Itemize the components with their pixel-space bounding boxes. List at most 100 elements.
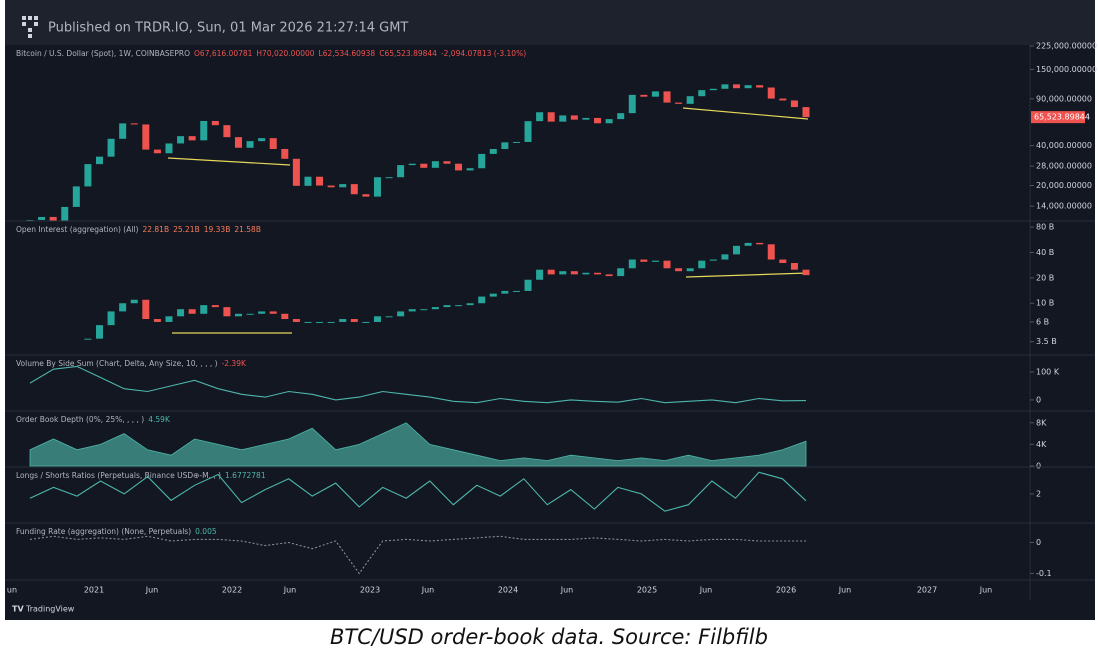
candle <box>188 309 196 314</box>
candle <box>790 100 798 108</box>
candle <box>95 156 103 165</box>
candle <box>327 185 335 188</box>
candle <box>686 268 694 272</box>
candle <box>72 186 80 207</box>
legend-name: Volume By Side Sum (Chart, Delta, Any Si… <box>16 359 218 368</box>
candle <box>455 305 463 307</box>
candle <box>675 268 683 272</box>
x-tick-label: 2021 <box>84 586 104 595</box>
candle <box>489 148 497 154</box>
candle <box>547 112 555 122</box>
y-tick-label: 150,000.00000 <box>1036 65 1097 74</box>
candle <box>756 242 764 245</box>
candle <box>304 176 312 186</box>
candle <box>431 161 439 168</box>
candle <box>570 115 578 120</box>
candle <box>779 98 787 101</box>
y-tick-label: 90,000.00000 <box>1036 94 1092 103</box>
candle <box>501 290 509 294</box>
candle <box>617 113 625 120</box>
y-tick-label: 0 <box>1036 538 1041 547</box>
candle <box>397 311 405 317</box>
candle <box>524 121 532 142</box>
y-tick-label: 4K <box>1036 440 1047 449</box>
candle <box>292 158 300 186</box>
candle <box>455 163 463 171</box>
candle <box>779 259 787 264</box>
x-tick-label: Jun <box>699 586 713 595</box>
candle <box>84 164 92 187</box>
candle <box>408 309 416 312</box>
y-tick-label: 8K <box>1036 418 1047 427</box>
y-tick-label: 6 B <box>1036 317 1049 326</box>
candle <box>536 269 544 280</box>
candle <box>223 307 231 317</box>
y-tick-label: 40,000.00000 <box>1036 141 1092 150</box>
candle <box>61 206 69 222</box>
candle <box>385 316 393 318</box>
candle <box>512 141 520 143</box>
candle <box>258 138 266 142</box>
candle <box>709 88 717 91</box>
logo <box>22 16 38 38</box>
candle <box>767 87 775 99</box>
last-price-label: 65,523.89844 <box>1034 113 1090 122</box>
candle <box>478 296 486 304</box>
x-tick-label: 2022 <box>222 586 242 595</box>
candle <box>663 91 671 103</box>
footer-brand: TradingView <box>25 605 75 614</box>
candle <box>594 117 602 124</box>
candle <box>744 242 752 246</box>
candle <box>153 319 161 322</box>
candle <box>408 163 416 166</box>
candle <box>628 259 636 269</box>
legend-name: Order Book Depth (0%, 25%, , , , ) <box>16 415 144 424</box>
candle <box>373 177 381 197</box>
candle <box>686 96 694 104</box>
chart-frame <box>5 0 1095 620</box>
series-line <box>29 535 806 575</box>
legend-value: C65,523.89844 <box>379 49 437 58</box>
candle <box>501 142 509 149</box>
candle <box>709 259 717 261</box>
legend-value: 0.005 <box>195 527 217 536</box>
candle <box>582 117 590 120</box>
candle <box>211 120 219 126</box>
candle <box>142 299 150 320</box>
legend: Bitcoin / U.S. Dollar (Spot), 1W, COINBA… <box>16 49 526 58</box>
candle <box>153 149 161 154</box>
caption: BTC/USD order-book data. Source: Filbfil… <box>330 625 768 649</box>
candle <box>246 141 254 148</box>
x-tick-label: Jun <box>145 586 159 595</box>
y-tick-label: 20,000.00000 <box>1036 181 1092 190</box>
x-tick-label: un <box>7 586 17 595</box>
candle <box>107 311 115 326</box>
legend: Open Interest (aggregation) (All) 22.81B 2… <box>16 225 261 234</box>
candle <box>640 94 648 97</box>
candle <box>559 115 567 122</box>
candle <box>327 321 335 323</box>
y-tick-label: 20 B <box>1036 273 1054 282</box>
legend: Volume By Side Sum (Chart, Delta, Any Si… <box>16 359 247 368</box>
candle <box>802 269 810 276</box>
candle <box>559 271 567 275</box>
candle <box>443 161 451 164</box>
candle <box>605 274 613 277</box>
candle <box>675 102 683 104</box>
header-bar <box>5 0 1095 45</box>
candle <box>594 272 602 275</box>
candle <box>49 216 57 222</box>
depth-area <box>29 422 807 467</box>
candle <box>373 316 381 322</box>
last-price-box <box>1031 111 1085 124</box>
candle <box>489 293 497 297</box>
candle <box>316 321 324 323</box>
candle <box>420 163 428 168</box>
y-tick-label: 28,000.00000 <box>1036 162 1092 171</box>
candle <box>651 91 659 97</box>
legend-name: Funding Rate (aggregation) (None, Perpet… <box>16 527 191 536</box>
y-tick-label: 2 <box>1036 489 1041 498</box>
candle <box>478 153 486 169</box>
header-title: Published on TRDR.IO, Sun, 01 Mar 2026 2… <box>48 21 408 36</box>
